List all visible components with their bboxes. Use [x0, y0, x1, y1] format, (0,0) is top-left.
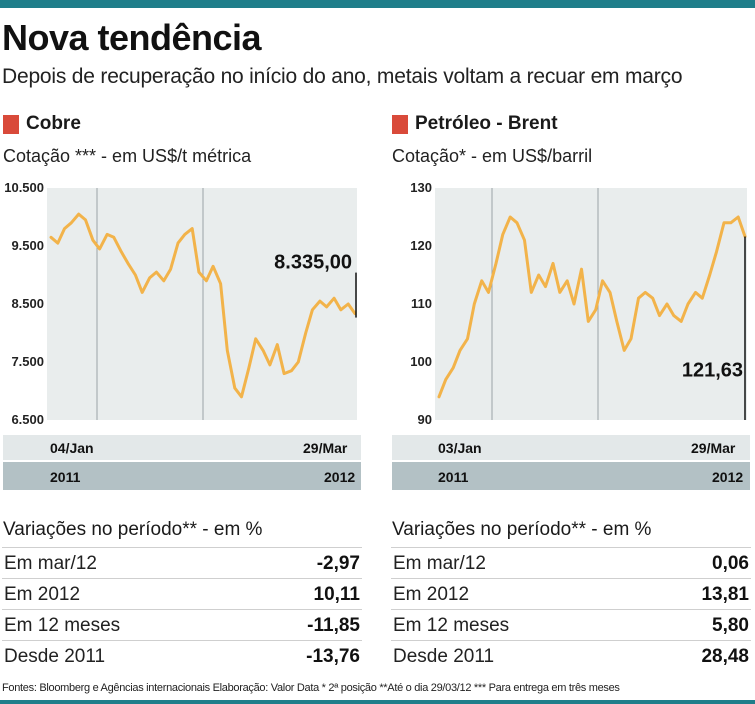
date-end-label: 29/Mar	[303, 440, 348, 456]
y-tick-label: 90	[418, 412, 432, 427]
plot-area	[435, 188, 747, 420]
y-tick-label: 9.500	[11, 238, 44, 253]
panel-title-brent: Petróleo - Brent	[415, 113, 558, 134]
panel-title-cobre: Cobre	[26, 113, 81, 134]
variation-value: 5,80	[712, 615, 749, 636]
variation-row: Em 2012 10,11	[2, 578, 362, 610]
variation-label: Em 2012	[4, 584, 81, 605]
variation-label: Em 12 meses	[393, 615, 510, 636]
variation-value: -13,76	[306, 646, 360, 667]
plot-area	[47, 188, 357, 420]
variation-value: 13,81	[701, 584, 749, 605]
variation-label: Em mar/12	[393, 553, 486, 574]
y-tick-label: 120	[410, 238, 432, 253]
variation-row: Em 12 meses -11,85	[2, 609, 362, 641]
variation-value: 0,06	[712, 553, 749, 574]
variation-value: -11,85	[307, 615, 360, 636]
variation-row: Desde 2011 -13,76	[2, 640, 362, 672]
top-accent-bar	[0, 0, 755, 8]
y-tick-label: 6.500	[11, 412, 44, 427]
variation-label: Em mar/12	[4, 553, 97, 574]
last-value-label: 8.335,00	[274, 252, 352, 274]
date-start-label: 03/Jan	[438, 440, 482, 456]
panel-subtitle-brent: Cotação* - em US$/barril	[392, 146, 593, 166]
y-tick-label: 100	[410, 354, 432, 369]
page-subtitle: Depois de recuperação no início do ano, …	[2, 65, 683, 88]
date-band-cobre	[3, 435, 361, 460]
y-tick-label: 10.500	[4, 180, 44, 195]
variation-row: Em mar/12 0,06	[391, 547, 751, 579]
y-tick-label: 110	[411, 296, 432, 311]
year-end-label: 2012	[712, 469, 744, 485]
last-value-label: 121,63	[682, 360, 743, 382]
year-band-brent	[392, 462, 750, 490]
sources-footnote: Fontes: Bloomberg e Agências internacion…	[2, 682, 620, 694]
variation-value: 28,48	[701, 646, 749, 667]
variation-label: Em 12 meses	[4, 615, 121, 636]
date-end-label: 29/Mar	[691, 440, 736, 456]
year-end-label: 2012	[324, 469, 356, 485]
variation-label: Desde 2011	[4, 646, 106, 667]
panel-marker-square	[392, 115, 408, 134]
year-start-label: 2011	[438, 469, 469, 485]
y-tick-label: 8.500	[11, 296, 44, 311]
bottom-accent-bar	[0, 700, 755, 704]
y-tick-label: 130	[410, 180, 432, 195]
variation-value: 10,11	[313, 584, 361, 605]
variation-row: Em 12 meses 5,80	[391, 609, 751, 641]
variation-label: Desde 2011	[393, 646, 495, 667]
variations-title-cobre: Variações no período** - em %	[3, 519, 263, 540]
year-band-cobre	[3, 462, 361, 490]
date-start-label: 04/Jan	[50, 440, 94, 456]
y-tick-label: 7.500	[11, 354, 44, 369]
panel-marker-square	[3, 115, 19, 134]
variation-value: -2,97	[316, 553, 360, 574]
year-start-label: 2011	[50, 469, 81, 485]
page-title: Nova tendência	[2, 17, 262, 58]
brent-line-chart: 130 120 110 100 90 121,63	[410, 180, 747, 427]
variation-row: Desde 2011 28,48	[391, 640, 751, 672]
date-band-brent	[392, 435, 750, 460]
variations-title-brent: Variações no período** - em %	[392, 519, 652, 540]
variation-label: Em 2012	[393, 584, 470, 605]
price-series-line	[49, 212, 357, 399]
copper-line-chart: 10.500 9.500 8.500 7.500 6.500 8.335,00	[4, 180, 357, 427]
panel-subtitle-cobre: Cotação *** - em US$/t métrica	[3, 146, 252, 166]
variation-row: Em 2012 13,81	[391, 578, 751, 610]
variation-row: Em mar/12 -2,97	[2, 547, 362, 579]
price-series-line	[437, 215, 747, 399]
